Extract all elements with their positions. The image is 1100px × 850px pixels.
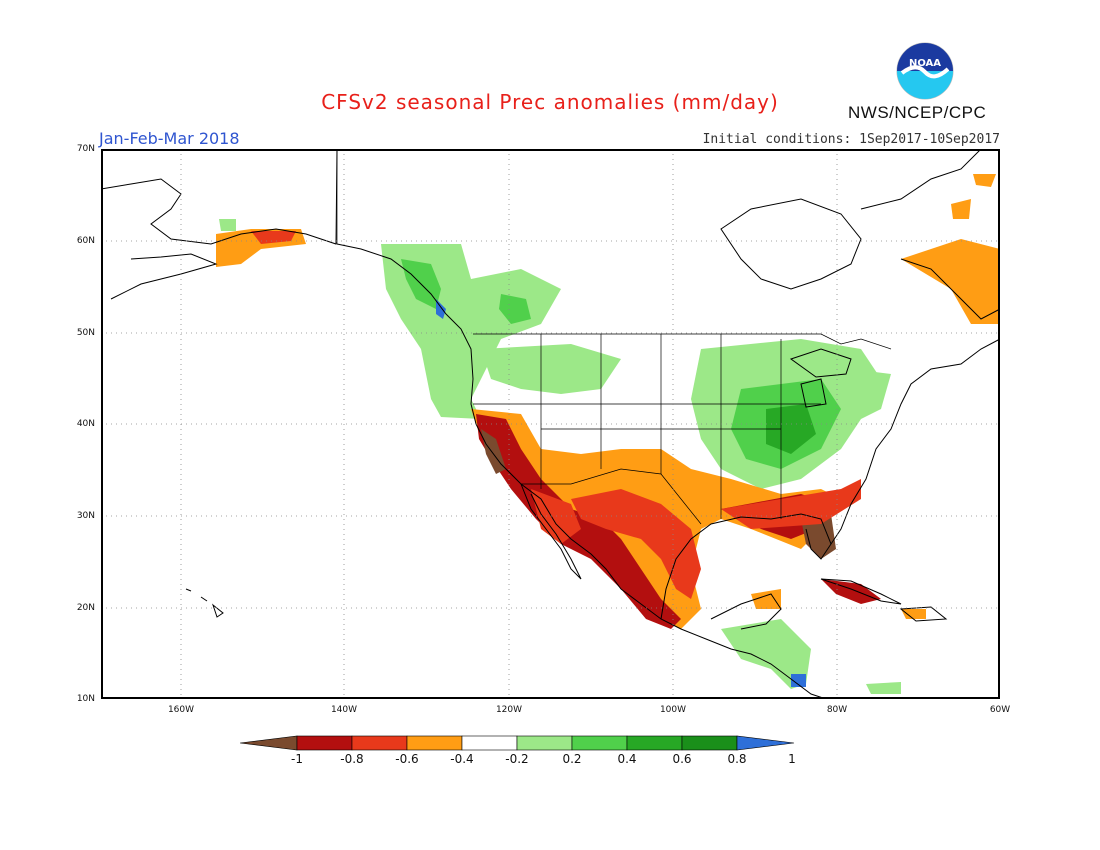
colorbar-label-2: -0.6: [395, 752, 419, 766]
lat-label-20n: 20N: [76, 603, 95, 613]
lon-label-60w: 60W: [989, 705, 1011, 715]
colorbar-cell-3: [406, 735, 463, 751]
coastlines: [101, 149, 1000, 699]
colorbar-label-0: -1: [291, 752, 303, 766]
colorbar: [240, 735, 795, 751]
colorbar-cell-4: [461, 735, 518, 751]
lat-label-40n: 40N: [76, 419, 95, 429]
colorbar-cell-8: [681, 735, 738, 751]
precip-anomaly-map: [101, 149, 1000, 699]
chart-title: CFSv2 seasonal Prec anomalies (mm/day): [321, 90, 779, 114]
colorbar-label-7: 0.6: [672, 752, 692, 766]
lat-label-70n: 70N: [76, 144, 95, 154]
colorbar-label-4: -0.2: [505, 752, 529, 766]
period-label: Jan-Feb-Mar 2018: [99, 129, 240, 148]
lon-label-80w: 80W: [826, 705, 848, 715]
colorbar-cell-7: [626, 735, 683, 751]
lat-label-10n: 10N: [76, 694, 95, 704]
gridlines: [101, 149, 1000, 699]
colorbar-label-9: 1: [788, 752, 796, 766]
initial-conditions-label: Initial conditions: 1Sep2017-10Sep2017: [702, 132, 1000, 147]
colorbar-label-6: 0.4: [617, 752, 637, 766]
colorbar-cell-6: [571, 735, 628, 751]
lon-label-100w: 100W: [659, 705, 687, 715]
lat-label-30n: 30N: [76, 511, 95, 521]
lon-label-120w: 120W: [495, 705, 523, 715]
noaa-logo: NOAA: [896, 42, 954, 100]
colorbar-label-8: 0.8: [727, 752, 747, 766]
colorbar-label-5: 0.2: [562, 752, 582, 766]
lon-label-140w: 140W: [330, 705, 358, 715]
colorbar-label-3: -0.4: [450, 752, 474, 766]
colorbar-cell-2: [351, 735, 408, 751]
lon-label-160w: 160W: [167, 705, 195, 715]
agency-label: NWS/NCEP/CPC: [848, 103, 987, 122]
lat-label-60n: 60N: [76, 236, 95, 246]
lat-label-50n: 50N: [76, 328, 95, 338]
colorbar-cell-5: [516, 735, 573, 751]
political-borders: [336, 149, 892, 525]
logo-text: NOAA: [909, 58, 941, 69]
colorbar-arrow-low: [240, 735, 298, 751]
colorbar-label-1: -0.8: [340, 752, 364, 766]
colorbar-arrow-high: [736, 735, 795, 751]
colorbar-cell-1: [296, 735, 353, 751]
anomaly-shading: [216, 174, 1000, 694]
